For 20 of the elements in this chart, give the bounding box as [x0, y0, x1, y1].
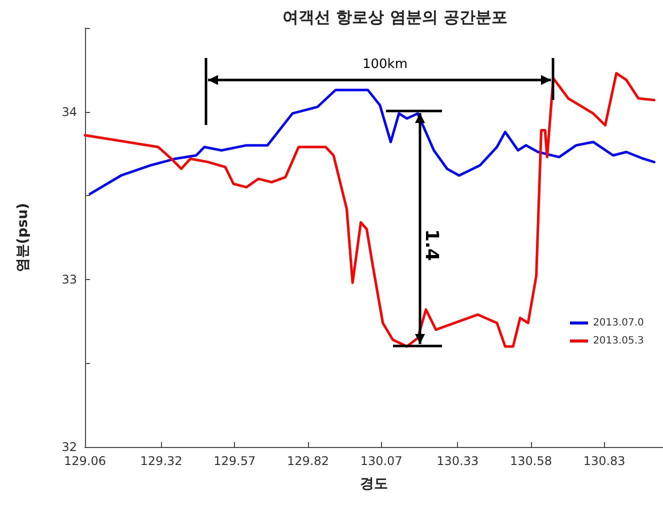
x-tick-label: 129.06	[64, 454, 106, 468]
legend-label: 2013.07.0	[593, 318, 644, 328]
line-series	[88, 88, 656, 196]
y-tick-label: 33	[62, 272, 77, 286]
y-axis-title: 염분(psu)	[15, 202, 31, 272]
x-tick-label: 129.57	[214, 454, 256, 468]
x-tick-label: 130.07	[360, 454, 402, 468]
annotation: 100km	[362, 57, 408, 72]
x-tick-label: 129.82	[286, 454, 329, 468]
x-tick-label: 130.58	[510, 454, 552, 468]
annotation: 1.4	[421, 229, 442, 261]
x-tick-label: 130.33	[436, 454, 479, 468]
x-tick-label: 130.83	[583, 454, 626, 468]
x-tick-label: 129.32	[140, 454, 182, 468]
chart-title: 여객선 항로상 염분의 공간분포	[282, 8, 508, 26]
y-tick-label: 34	[62, 104, 77, 119]
legend-label: 2013.05.3	[593, 336, 644, 346]
x-axis-title: 경도	[360, 476, 388, 492]
y-tick-label: 32	[62, 440, 77, 454]
line-series	[84, 72, 656, 348]
